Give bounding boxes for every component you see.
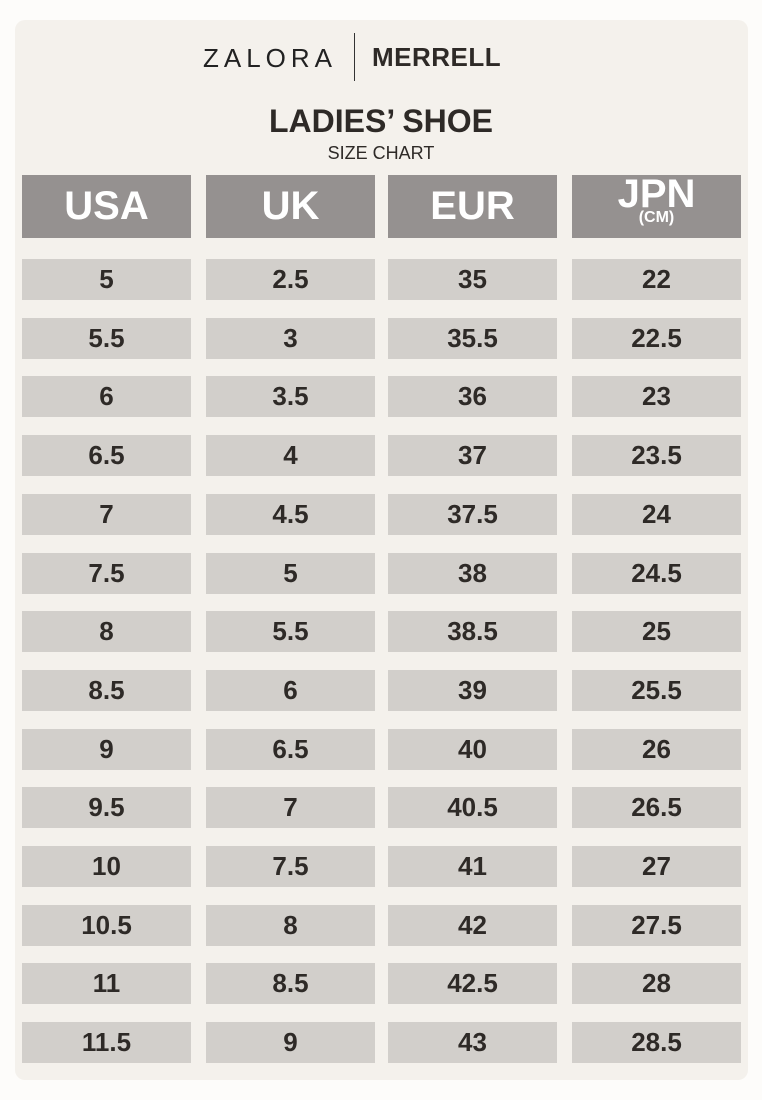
- size-cell-eur: 35: [388, 259, 557, 300]
- size-cell-usa: 11: [22, 963, 191, 1004]
- size-cell-eur: 36: [388, 376, 557, 417]
- size-cell-jpn: 25.5: [572, 670, 741, 711]
- size-cell-uk: 5.5: [206, 611, 375, 652]
- size-cell-jpn: 25: [572, 611, 741, 652]
- size-cell-usa: 7.5: [22, 553, 191, 594]
- brand-header: ZALORA MERRELL: [0, 33, 762, 83]
- size-cell-jpn: 27.5: [572, 905, 741, 946]
- size-cell-eur: 39: [388, 670, 557, 711]
- size-cell-jpn: 22: [572, 259, 741, 300]
- merrell-logo: MERRELL: [372, 42, 502, 72]
- size-cell-jpn: 27: [572, 846, 741, 887]
- size-cell-jpn: 24.5: [572, 553, 741, 594]
- size-cell-uk: 7: [206, 787, 375, 828]
- column-header-usa: USA: [22, 175, 191, 238]
- size-cell-uk: 4.5: [206, 494, 375, 535]
- size-cell-eur: 43: [388, 1022, 557, 1063]
- size-cell-uk: 8: [206, 905, 375, 946]
- size-cell-eur: 40: [388, 729, 557, 770]
- size-cell-usa: 6.5: [22, 435, 191, 476]
- size-cell-eur: 40.5: [388, 787, 557, 828]
- column-header-jpn-unit: (CM): [638, 209, 675, 226]
- size-cell-uk: 6: [206, 670, 375, 711]
- page-title: LADIES’ SHOE: [268, 103, 494, 139]
- size-cell-usa: 7: [22, 494, 191, 535]
- size-cell-usa: 8.5: [22, 670, 191, 711]
- size-cell-usa: 10.5: [22, 905, 191, 946]
- size-cell-jpn: 23.5: [572, 435, 741, 476]
- brand-divider: [354, 33, 355, 81]
- size-cell-usa: 6: [22, 376, 191, 417]
- size-cell-eur: 37.5: [388, 494, 557, 535]
- column-header-eur: EUR: [388, 175, 557, 238]
- size-cell-uk: 4: [206, 435, 375, 476]
- page-subtitle: SIZE CHART: [327, 143, 435, 163]
- size-cell-eur: 42.5: [388, 963, 557, 1004]
- size-cell-jpn: 23: [572, 376, 741, 417]
- size-cell-jpn: 26.5: [572, 787, 741, 828]
- size-cell-eur: 38: [388, 553, 557, 594]
- size-cell-jpn: 28: [572, 963, 741, 1004]
- size-cell-jpn: 24: [572, 494, 741, 535]
- size-cell-eur: 38.5: [388, 611, 557, 652]
- size-cell-jpn: 22.5: [572, 318, 741, 359]
- size-cell-usa: 5.5: [22, 318, 191, 359]
- size-cell-eur: 35.5: [388, 318, 557, 359]
- size-cell-usa: 10: [22, 846, 191, 887]
- size-cell-eur: 41: [388, 846, 557, 887]
- zalora-logo: ZALORA: [203, 43, 338, 73]
- size-cell-usa: 8: [22, 611, 191, 652]
- column-header-uk: UK: [206, 175, 375, 238]
- size-cell-usa: 5: [22, 259, 191, 300]
- size-cell-eur: 42: [388, 905, 557, 946]
- size-cell-uk: 2.5: [206, 259, 375, 300]
- size-cell-jpn: 26: [572, 729, 741, 770]
- size-cell-uk: 3.5: [206, 376, 375, 417]
- size-cell-uk: 3: [206, 318, 375, 359]
- size-cell-uk: 8.5: [206, 963, 375, 1004]
- size-cell-uk: 6.5: [206, 729, 375, 770]
- size-cell-uk: 7.5: [206, 846, 375, 887]
- size-cell-usa: 9: [22, 729, 191, 770]
- size-cell-usa: 9.5: [22, 787, 191, 828]
- size-cell-usa: 11.5: [22, 1022, 191, 1063]
- column-header-jpn: JPN (CM): [572, 172, 741, 238]
- column-header-jpn-label: JPN: [617, 172, 696, 216]
- size-cell-jpn: 28.5: [572, 1022, 741, 1063]
- size-cell-eur: 37: [388, 435, 557, 476]
- size-cell-uk: 5: [206, 553, 375, 594]
- size-cell-uk: 9: [206, 1022, 375, 1063]
